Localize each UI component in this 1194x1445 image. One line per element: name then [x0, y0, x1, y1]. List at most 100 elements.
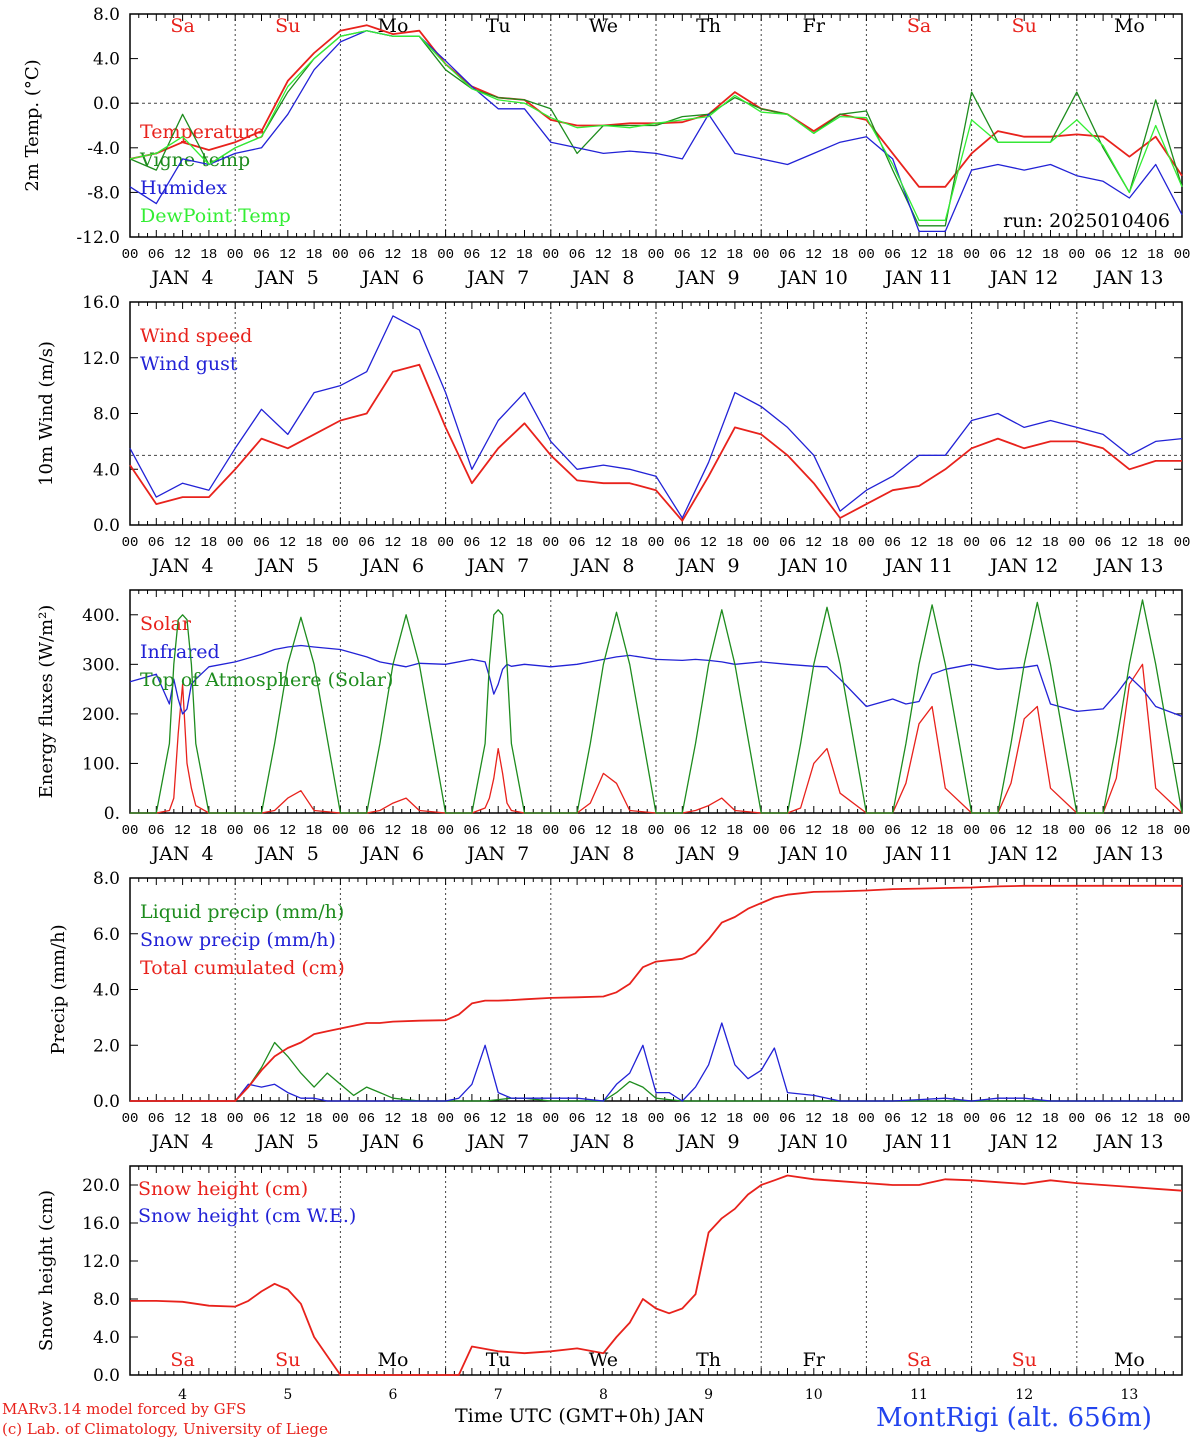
day-label: JAN 7 [465, 843, 529, 865]
hour-tick-label: 06 [463, 535, 480, 551]
legend-entry: Vigne temp [139, 149, 250, 171]
y-tick-label: 300. [82, 655, 120, 675]
y-axis-label: 2m Temp. (°C) [22, 59, 43, 191]
panel-4: 8.0 6.0 4.0 2.0 0.0 Precip (mm/h) 00 06 12 18 JAN … [48, 869, 1190, 1153]
day-label: JAN 8 [570, 1131, 634, 1153]
weekday-label: Su [275, 15, 300, 37]
day-label: JAN 9 [676, 267, 740, 289]
hour-tick-label: 00 [122, 1111, 139, 1127]
day-label: JAN 11 [883, 267, 953, 289]
weekday-label: Su [1012, 1349, 1037, 1371]
hour-tick-label: 18 [832, 1111, 849, 1127]
y-tick-label: 8.0 [93, 5, 120, 25]
weekday-label: Sa [907, 15, 931, 37]
y-tick-label: 4.0 [93, 981, 120, 1001]
hour-tick-label: 06 [358, 1111, 375, 1127]
hour-tick-label: 06 [989, 823, 1006, 839]
hour-tick-label: 18 [621, 1111, 638, 1127]
hour-tick-label: 18 [200, 247, 217, 263]
hour-tick-label: 12 [490, 247, 507, 263]
y-tick-label: 4.0 [93, 50, 120, 70]
hour-tick-label: 06 [1095, 823, 1112, 839]
y-tick-label: 12.0 [82, 1252, 120, 1272]
series-line-1 [130, 1041, 1182, 1102]
day-number-label: 4 [178, 1387, 187, 1403]
hour-tick-label: 18 [621, 823, 638, 839]
hour-tick-label: 12 [174, 535, 191, 551]
y-tick-label: 0. [104, 804, 120, 824]
series-line-2 [129, 644, 1183, 718]
weekday-label: Su [275, 1349, 300, 1371]
hour-tick-label: 18 [200, 823, 217, 839]
y-tick-label: 0.0 [93, 1366, 120, 1386]
day-label: JAN 5 [255, 1131, 319, 1153]
hour-tick-label: 00 [1068, 535, 1085, 551]
legend-entry: Snow height (cm) [138, 1178, 308, 1200]
day-number-label: 12 [1015, 1387, 1033, 1403]
hour-tick-label: 00 [542, 823, 559, 839]
hour-tick-label: 00 [648, 247, 665, 263]
weekday-label: Sa [907, 1349, 931, 1371]
hour-tick-label: 06 [779, 1111, 796, 1127]
hour-tick-label: 12 [174, 247, 191, 263]
hour-tick-label: 18 [306, 247, 323, 263]
legend-entry: DewPoint Temp [140, 205, 291, 227]
day-number-label: 10 [805, 1387, 823, 1403]
y-tick-label: 2.0 [93, 1036, 120, 1056]
hour-tick-label: 18 [832, 247, 849, 263]
hour-tick-label: 00 [332, 247, 349, 263]
weekday-label: Sa [170, 1349, 194, 1371]
day-number-label: 7 [494, 1387, 503, 1403]
legend-entry: Infrared [140, 641, 220, 663]
hour-tick-label: 00 [963, 247, 980, 263]
hour-tick-label: 12 [805, 1111, 822, 1127]
hour-tick-label: 12 [700, 823, 717, 839]
y-tick-label: 8.0 [93, 405, 120, 425]
hour-tick-label: 12 [279, 823, 296, 839]
hour-tick-label: 12 [911, 823, 928, 839]
hour-tick-label: 18 [1147, 247, 1164, 263]
hour-tick-label: 06 [884, 823, 901, 839]
y-tick-label: -12.0 [76, 228, 120, 248]
hour-tick-label: 18 [1147, 535, 1164, 551]
day-label: JAN 5 [255, 843, 319, 865]
hour-tick-label: 06 [358, 823, 375, 839]
legend-entry: Wind gust [140, 353, 238, 375]
series-line-3 [130, 599, 1183, 814]
hour-tick-label: 12 [385, 247, 402, 263]
hour-tick-label: 00 [1174, 535, 1191, 551]
hour-tick-label: 06 [569, 1111, 586, 1127]
hour-tick-label: 00 [542, 535, 559, 551]
day-label: JAN 6 [360, 555, 424, 577]
hour-tick-label: 06 [148, 247, 165, 263]
y-tick-label: 4.0 [93, 460, 120, 480]
hour-tick-label: 00 [437, 247, 454, 263]
day-number-label: 13 [1120, 1387, 1138, 1403]
panel-2: 16.0 12.0 8.0 4.0 0.0 10m Wind (m/s) 00 06 12 18 J… [36, 293, 1190, 577]
lab-credit: (c) Lab. of Climatology, University of L… [2, 1420, 328, 1438]
hour-tick-label: 00 [122, 823, 139, 839]
series-line-3 [129, 30, 1183, 233]
hour-tick-label: 18 [937, 823, 954, 839]
hour-tick-label: 06 [253, 1111, 270, 1127]
weekday-label: Mo [378, 1349, 409, 1371]
y-tick-label: 0.0 [93, 1092, 120, 1112]
y-tick-label: 8.0 [93, 869, 120, 889]
hour-tick-label: 12 [385, 823, 402, 839]
hour-tick-label: 12 [385, 1111, 402, 1127]
legend-entry: Temperature [140, 121, 264, 143]
hour-tick-label: 00 [858, 535, 875, 551]
day-label: JAN 8 [570, 267, 634, 289]
hour-tick-label: 12 [1121, 823, 1138, 839]
hour-tick-label: 12 [1016, 1111, 1033, 1127]
hour-tick-label: 12 [1016, 535, 1033, 551]
hour-tick-label: 00 [753, 823, 770, 839]
hour-tick-label: 12 [490, 823, 507, 839]
hour-tick-label: 12 [911, 247, 928, 263]
hour-tick-label: 06 [989, 535, 1006, 551]
day-label: JAN 4 [150, 1131, 214, 1153]
hour-tick-label: 06 [779, 247, 796, 263]
hour-tick-label: 00 [437, 823, 454, 839]
hour-tick-label: 06 [253, 823, 270, 839]
